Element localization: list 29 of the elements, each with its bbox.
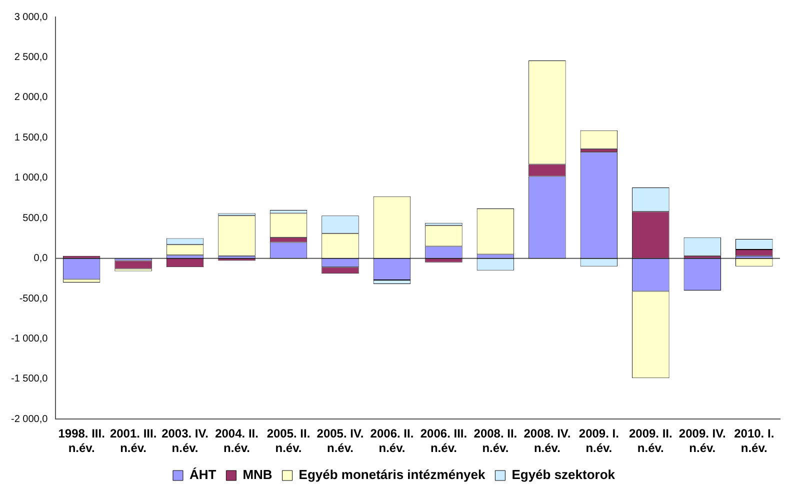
y-tick-label: -500,0 [19,293,48,304]
legend-label: MNB [242,467,272,482]
legend-label: ÁHT [189,467,216,482]
y-tick-label: -1 500,0 [10,374,48,385]
x-tick-label: 2010. I. n.év. [734,426,774,456]
y-tick-label: 1 500,0 [14,132,48,144]
y-tick-label: 3 000,0 [14,12,48,23]
x-tick-label: 2004. II. n.év. [215,426,258,456]
x-tick-label: 1998. III. n.év. [58,426,105,456]
x-tick-label: 2006. III. n.év. [420,426,468,456]
x-tick-label: 2001. III. n.év. [110,426,157,456]
x-tick-label: 2003. IV. n.év. [162,426,209,456]
y-tick-label: 1 000,0 [14,172,48,184]
legend-label: Egyéb szektorok [512,467,616,482]
x-tick-label: 2008. IV. n.év. [524,426,571,456]
x-tick-label: 2009. IV. n.év. [678,426,726,456]
y-tick-label: 2 500,0 [14,52,48,63]
legend-label: Egyéb monetáris intézmények [298,467,486,482]
x-tick-label: 2005. II. n.év. [266,426,310,456]
y-tick-label: 0,0 [34,253,48,264]
x-tick-label: 2008. II. n.év. [474,426,518,456]
y-tick-label: -1 000,0 [10,334,48,345]
x-tick-label: 2006. II. n.év. [370,426,414,456]
y-tick-label: 500,0 [22,212,48,224]
x-tick-label: 2009. II. n.év. [628,426,672,456]
y-tick-label: -2 000,0 [10,414,48,425]
x-tick-label: 2009. I. n.év. [578,426,619,456]
x-tick-label: 2005. IV. n.év. [316,426,364,456]
y-tick-label: 2 000,0 [14,92,48,104]
